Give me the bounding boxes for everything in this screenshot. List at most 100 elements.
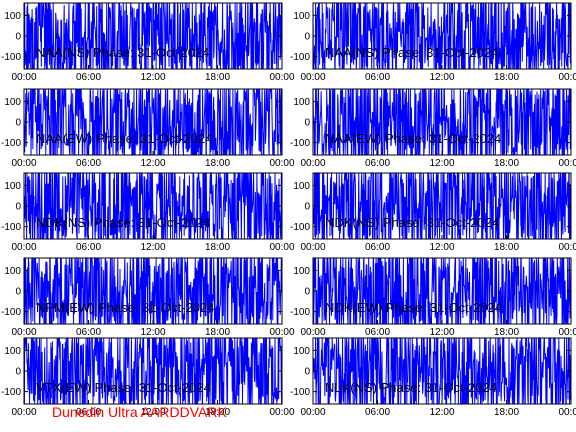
x-tick-label: 12:00: [429, 242, 454, 253]
x-tick-label: 00:00: [558, 158, 576, 169]
y-tick-label: -100: [1, 307, 21, 318]
x-tick-label: 00:00: [269, 407, 294, 418]
y-tick-label: 0: [304, 287, 310, 298]
phase-trace: [23, 88, 283, 156]
y-tick-label: 100: [4, 346, 21, 357]
phase-trace: [23, 2, 283, 70]
x-tick-label: 00:00: [11, 242, 36, 253]
x-tick-label: 12:00: [140, 158, 165, 169]
x-tick-label: 00:00: [558, 407, 576, 418]
y-tick-label: 100: [293, 97, 310, 108]
y-tick-label: 100: [293, 181, 310, 192]
y-tick-label: -100: [290, 307, 310, 318]
y-tick-label: 0: [15, 287, 21, 298]
x-tick-label: 12:00: [140, 327, 165, 338]
panel-title: NAA(EW) Phase: 31-Oct-2024: [36, 131, 212, 146]
y-tick-label: 0: [304, 202, 310, 213]
y-tick-label: 0: [15, 367, 21, 378]
y-tick-label: -100: [290, 387, 310, 398]
x-tick-label: 06:00: [365, 242, 390, 253]
x-tick-label: 06:00: [76, 242, 101, 253]
y-tick-label: 0: [304, 118, 310, 129]
x-tick-label: 18:00: [494, 242, 519, 253]
x-tick-label: 00:00: [11, 327, 36, 338]
y-tick-label: 100: [4, 11, 21, 22]
x-tick-label: 00:00: [269, 242, 294, 253]
x-tick-label: 12:00: [140, 72, 165, 83]
y-tick-label: 100: [4, 97, 21, 108]
x-tick-label: 00:00: [11, 158, 36, 169]
panel-title: NDK(NS) Phase: 31-Oct-2024: [36, 215, 210, 230]
panel-8: 100 0 -100 00:00 06:00 12:00 18:00 00:00 NDK(EW)…: [290, 257, 576, 338]
y-tick-label: 0: [15, 118, 21, 129]
panel-7: 100 0 -100 00:00 06:00 12:00 18:00 00:00 NPM(EW)…: [1, 257, 295, 338]
x-tick-label: 00:00: [11, 407, 36, 418]
x-tick-label: 06:00: [76, 327, 101, 338]
x-tick-label: 00:00: [558, 242, 576, 253]
y-tick-label: -100: [1, 387, 21, 398]
y-tick-label: 100: [293, 11, 310, 22]
x-tick-label: 12:00: [140, 407, 165, 418]
panel-title: NDK(EW) Phase: 31-Oct-2024: [325, 300, 502, 315]
x-tick-label: 00:00: [300, 72, 325, 83]
panel-title: NAA(NS) Phase: 31-Oct-2024: [36, 45, 209, 60]
panel-3: 100 0 -100 00:00 06:00 12:00 18:00 00:00 NAA(EW)…: [1, 88, 295, 169]
y-tick-label: 100: [293, 346, 310, 357]
y-tick-label: -100: [290, 52, 310, 63]
x-tick-label: 18:00: [205, 72, 230, 83]
x-tick-label: 06:00: [365, 407, 390, 418]
x-tick-label: 18:00: [205, 158, 230, 169]
panel-5: 100 0 -100 00:00 06:00 12:00 18:00 00:00 NDK(NS)…: [1, 172, 295, 253]
x-tick-label: 06:00: [365, 158, 390, 169]
panel-title: NAA(NS) Phase: 31-Oct-2024: [325, 45, 498, 60]
x-tick-label: 12:00: [429, 407, 454, 418]
phase-trace: [312, 257, 572, 325]
x-tick-label: 06:00: [76, 158, 101, 169]
x-tick-label: 00:00: [300, 327, 325, 338]
x-tick-label: 00:00: [558, 72, 576, 83]
phase-trace: [23, 172, 283, 240]
y-tick-label: -100: [290, 222, 310, 233]
x-tick-label: 00:00: [300, 242, 325, 253]
panel-6: 100 0 -100 00:00 06:00 12:00 18:00 00:00 NDK(NS)…: [290, 172, 576, 253]
y-tick-label: -100: [1, 222, 21, 233]
panel-10: 100 0 -100 00:00 06:00 12:00 18:00 00:00 NLK(NS)…: [290, 337, 576, 418]
x-tick-label: 18:00: [494, 327, 519, 338]
y-tick-label: -100: [290, 138, 310, 149]
x-tick-label: 00:00: [11, 72, 36, 83]
panel-2: 100 0 -100 00:00 06:00 12:00 18:00 00:00 NAA(NS)…: [290, 2, 576, 83]
y-tick-label: 100: [4, 266, 21, 277]
x-tick-label: 18:00: [205, 327, 230, 338]
panel-9: 100 0 -100 00:00 06:00 12:00 18:00 00:00 VTX(EW)…: [1, 337, 295, 418]
phase-trace: [23, 257, 283, 325]
x-tick-label: 00:00: [300, 158, 325, 169]
x-tick-label: 18:00: [205, 242, 230, 253]
panel-4: 100 0 -100 00:00 06:00 12:00 18:00 00:00 NAA(EW)…: [290, 88, 576, 169]
x-tick-label: 12:00: [429, 327, 454, 338]
phase-trace: [312, 88, 572, 156]
panel-title: NLK(NS) Phase: 31-Oct-2024: [325, 380, 497, 395]
panel-title: NAA(EW) Phase: 31-Oct-2024: [325, 131, 501, 146]
phase-trace: [312, 337, 572, 405]
x-tick-label: 00:00: [269, 72, 294, 83]
y-tick-label: 0: [304, 367, 310, 378]
x-tick-label: 12:00: [429, 72, 454, 83]
y-tick-label: 100: [293, 266, 310, 277]
x-tick-label: 00:00: [269, 158, 294, 169]
y-tick-label: -100: [1, 138, 21, 149]
x-tick-label: 06:00: [365, 72, 390, 83]
x-tick-label: 06:00: [76, 72, 101, 83]
x-tick-label: 18:00: [494, 72, 519, 83]
y-tick-label: 0: [304, 32, 310, 43]
panel-title: VTX(EW) Phase: 31-Oct-2024: [36, 380, 211, 395]
x-tick-label: 00:00: [558, 327, 576, 338]
y-tick-label: -100: [1, 52, 21, 63]
x-tick-label: 18:00: [494, 407, 519, 418]
phase-trace: [23, 337, 283, 405]
x-tick-label: 00:00: [269, 327, 294, 338]
phase-trace: [312, 2, 572, 70]
y-tick-label: 0: [15, 202, 21, 213]
x-tick-label: 18:00: [205, 407, 230, 418]
y-tick-label: 100: [4, 181, 21, 192]
footer-credit: Dunedin Ultra AARDDVARK: [52, 404, 227, 420]
